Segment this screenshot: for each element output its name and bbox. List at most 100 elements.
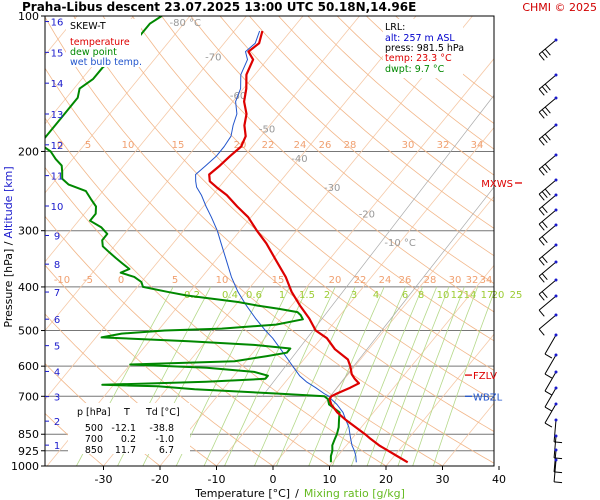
mixing-ratio-label: 14	[464, 290, 477, 301]
wind-barb	[538, 260, 558, 283]
y-axis-title: Pressure [hPa] / Altitude [km]	[2, 166, 15, 327]
altitude-tick-label: 9	[54, 231, 60, 242]
wind-barb-dot	[554, 96, 558, 100]
altitude-tick-label: 10	[51, 202, 64, 213]
wind-barb-feather	[541, 86, 548, 94]
isotherm-line	[103, 16, 473, 466]
adiabat-label: 15	[172, 140, 185, 151]
adiabat-label: 28	[424, 275, 437, 286]
adiabat-label: 24	[294, 140, 307, 151]
mixing-ratio-label: 2	[324, 290, 330, 301]
isotherm-label: -70	[205, 52, 221, 63]
wind-barb	[544, 333, 558, 359]
wind-barb	[544, 370, 558, 396]
adiabat-label: 22	[354, 275, 367, 286]
pressure-tick-label: 100	[18, 10, 39, 23]
dry-adiabat	[336, 16, 494, 150]
table-row-3-td: 6.7	[159, 445, 174, 456]
adiabat-label: 30	[402, 140, 415, 151]
isotherm-line	[556, 16, 600, 466]
mixing-ratio-label: 3	[351, 290, 357, 301]
wind-barb-dot	[554, 370, 558, 374]
mixing-ratio-label: 4	[373, 290, 379, 301]
wind-barb-staff	[538, 244, 557, 260]
isotherm-line	[45, 16, 247, 263]
x-axis-title-temperature: Temperature [°C]	[194, 487, 290, 500]
altitude-tick-label: 14	[51, 79, 64, 90]
adiabat-label: 32	[437, 140, 450, 151]
wind-barb-dot	[554, 73, 558, 77]
wind-barb-feather	[554, 481, 563, 484]
wind-barb-feather	[544, 163, 551, 171]
temperature-tick-label: 20	[379, 473, 393, 486]
isotherm-line	[385, 333, 494, 466]
lrl-box	[383, 19, 463, 78]
adiabat-label: 34	[471, 140, 484, 151]
adiabat-label: 0	[118, 275, 124, 286]
wind-barb	[538, 73, 558, 96]
legend-temperature: temperature	[70, 37, 130, 48]
temperature-tick-label: 10	[323, 473, 337, 486]
pressure-tick-label: 1000	[11, 460, 39, 473]
isotherm-label: -30	[324, 183, 340, 194]
mixing-ratio-line	[203, 286, 290, 466]
wind-barb	[538, 313, 558, 336]
wind-barb-feather	[544, 422, 553, 428]
wind-barb-dot	[554, 448, 558, 452]
level-marker-label: FZLV	[473, 371, 497, 382]
adiabat-label: 22	[262, 140, 275, 151]
altitude-tick-label: 12	[51, 141, 64, 152]
wind-barb-staff	[553, 419, 557, 442]
wind-barb-dot	[554, 153, 558, 157]
altitude-tick-label: 6	[54, 315, 60, 326]
altitude-tick-label: 7	[54, 288, 60, 299]
copyright: CHMI © 2025	[522, 1, 597, 14]
y-axis-title-altitude: Altitude [km]	[2, 166, 15, 238]
altitude-tick-label: 15	[51, 48, 64, 59]
wind-barb-staff	[544, 334, 557, 355]
table-row-1-t: -12.1	[111, 423, 136, 434]
temperature-ticks: -30 -20 -10 0 10 20 30 40	[95, 466, 506, 486]
dry-adiabat	[45, 264, 274, 466]
temperature-tick-label: 40	[492, 473, 506, 486]
lrl-pressure: press: 981.5 hPa	[385, 43, 464, 54]
level-marker-label: MXWS	[481, 179, 513, 190]
wind-barb-feather	[544, 373, 553, 379]
wind-barb-dot	[554, 123, 558, 127]
temperature-tick-label: -10	[208, 473, 226, 486]
mixing-ratio-line	[412, 286, 478, 466]
adiabat-label: 20	[329, 275, 342, 286]
mixing-ratio-line	[350, 286, 423, 466]
table-row-2-td: -1.0	[155, 434, 174, 445]
pressure-tick-label: 200	[18, 145, 39, 158]
isotherm-line	[442, 402, 494, 466]
wind-barb-staff	[553, 435, 557, 458]
altitude-tick-label: 11	[51, 172, 64, 183]
pressure-tick-label: 500	[18, 325, 39, 338]
plot-frame	[44, 15, 495, 467]
level-markers: MXWS FZLV WBZL	[465, 179, 522, 403]
adiabat-label: 26	[319, 140, 332, 151]
isotherm-labels: -80 °C -70 -60 -50 -40 -30 -20 -10 °C	[170, 18, 416, 249]
isotherm-line	[329, 264, 494, 466]
wind-barb	[553, 458, 563, 484]
table-header-t: T	[123, 407, 130, 418]
wind-barb-dot	[554, 260, 558, 264]
wind-barb-dot	[554, 294, 558, 298]
wind-barb-feather	[541, 51, 548, 59]
mixing-ratio-line	[308, 286, 385, 466]
wind-barb-feather	[538, 138, 545, 146]
dry-adiabat	[278, 16, 494, 203]
adiabat-label: 5	[85, 140, 91, 151]
wind-barb-feather	[544, 48, 551, 56]
reference-line	[329, 186, 494, 397]
wind-barbs	[538, 38, 563, 484]
isotherm-label: -40	[291, 154, 307, 165]
wind-barb-feather	[544, 353, 553, 359]
dry-adiabat	[45, 67, 494, 464]
wind-barb-feather	[544, 390, 553, 396]
pressure-tick-label: 300	[18, 225, 39, 238]
background-lines	[45, 16, 600, 466]
dry-adiabat	[161, 16, 494, 313]
